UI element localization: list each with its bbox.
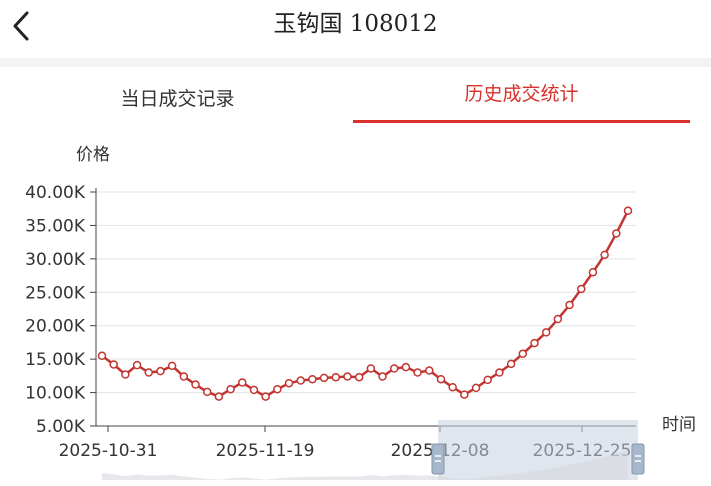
x-tick-label: 2025-11-19 <box>216 441 315 461</box>
data-point <box>296 376 305 385</box>
data-point <box>202 387 212 397</box>
data-point <box>261 392 270 401</box>
data-point <box>612 229 621 238</box>
data-point <box>483 375 492 385</box>
divider <box>0 58 711 67</box>
data-point <box>343 372 352 381</box>
data-point <box>460 390 469 399</box>
active-tab-indicator <box>353 120 690 123</box>
data-point <box>249 385 259 395</box>
data-point <box>308 374 317 384</box>
page-title: 玉钩国 108012 <box>273 11 438 37</box>
y-tick-label: 35.00K <box>25 216 86 236</box>
data-point <box>214 392 224 401</box>
data-point <box>623 206 633 215</box>
data-point <box>378 372 387 381</box>
price-history-chart: 5.00K 10.00K 15.00K 20.00K 25.00K 30.00K 35.00… <box>0 130 711 486</box>
data-point <box>413 368 422 377</box>
data-point <box>319 373 329 383</box>
data-point <box>600 250 609 260</box>
y-axis-title: 价格 <box>76 145 110 165</box>
data-point <box>97 351 107 361</box>
data-point <box>495 368 504 377</box>
data-point <box>366 364 376 373</box>
data-point <box>436 374 446 384</box>
chart-canvas: 5.00K 10.00K 15.00K 20.00K 25.00K 30.00K 35.00… <box>25 145 696 480</box>
data-point <box>179 372 189 381</box>
data-point <box>541 328 551 337</box>
zoom-handle-left[interactable] <box>431 443 445 475</box>
back-arrow-icon[interactable] <box>6 8 36 44</box>
data-point <box>238 378 247 387</box>
y-tick-label: 10.00K <box>25 384 86 404</box>
data-point <box>121 370 130 379</box>
data-point <box>425 366 434 375</box>
top-bar: 玉钩国 108012 <box>0 0 711 56</box>
y-tick-label: 20.00K <box>25 317 86 337</box>
y-tick-label: 15.00K <box>25 350 86 370</box>
data-point <box>565 300 574 310</box>
data-point <box>448 382 457 392</box>
price-line <box>101 210 630 398</box>
tab-daily-records[interactable]: 当日成交记录 <box>120 87 235 110</box>
data-point <box>109 360 118 369</box>
data-point <box>506 359 516 369</box>
data-point <box>156 366 165 376</box>
data-point <box>553 314 563 324</box>
data-point <box>132 360 142 370</box>
y-tick-label: 25.00K <box>25 283 86 303</box>
data-point <box>167 361 177 371</box>
data-point <box>191 380 200 389</box>
data-point <box>226 384 235 394</box>
zoom-handle-right[interactable] <box>631 443 645 475</box>
tab-history-stats[interactable]: 历史成交统计 <box>464 83 579 105</box>
data-point <box>471 383 481 393</box>
data-point <box>576 284 586 294</box>
x-tick-label: 2025-10-31 <box>59 441 158 461</box>
data-point <box>401 362 411 372</box>
y-tick-label: 40.00K <box>25 183 86 203</box>
data-point <box>530 338 539 348</box>
data-point <box>389 364 399 373</box>
data-point <box>273 384 282 394</box>
data-point <box>354 372 364 382</box>
y-tick-label: 30.00K <box>25 250 86 270</box>
tab-bar: 当日成交记录 历史成交统计 <box>0 67 711 127</box>
y-tick-label: 5.00K <box>36 417 86 437</box>
zoom-overview-area <box>102 449 628 480</box>
data-point <box>588 267 598 277</box>
data-point <box>144 368 154 377</box>
x-axis-title: 时间 <box>662 415 696 435</box>
data-point <box>331 372 341 382</box>
data-point <box>518 349 528 359</box>
data-point <box>284 378 294 388</box>
